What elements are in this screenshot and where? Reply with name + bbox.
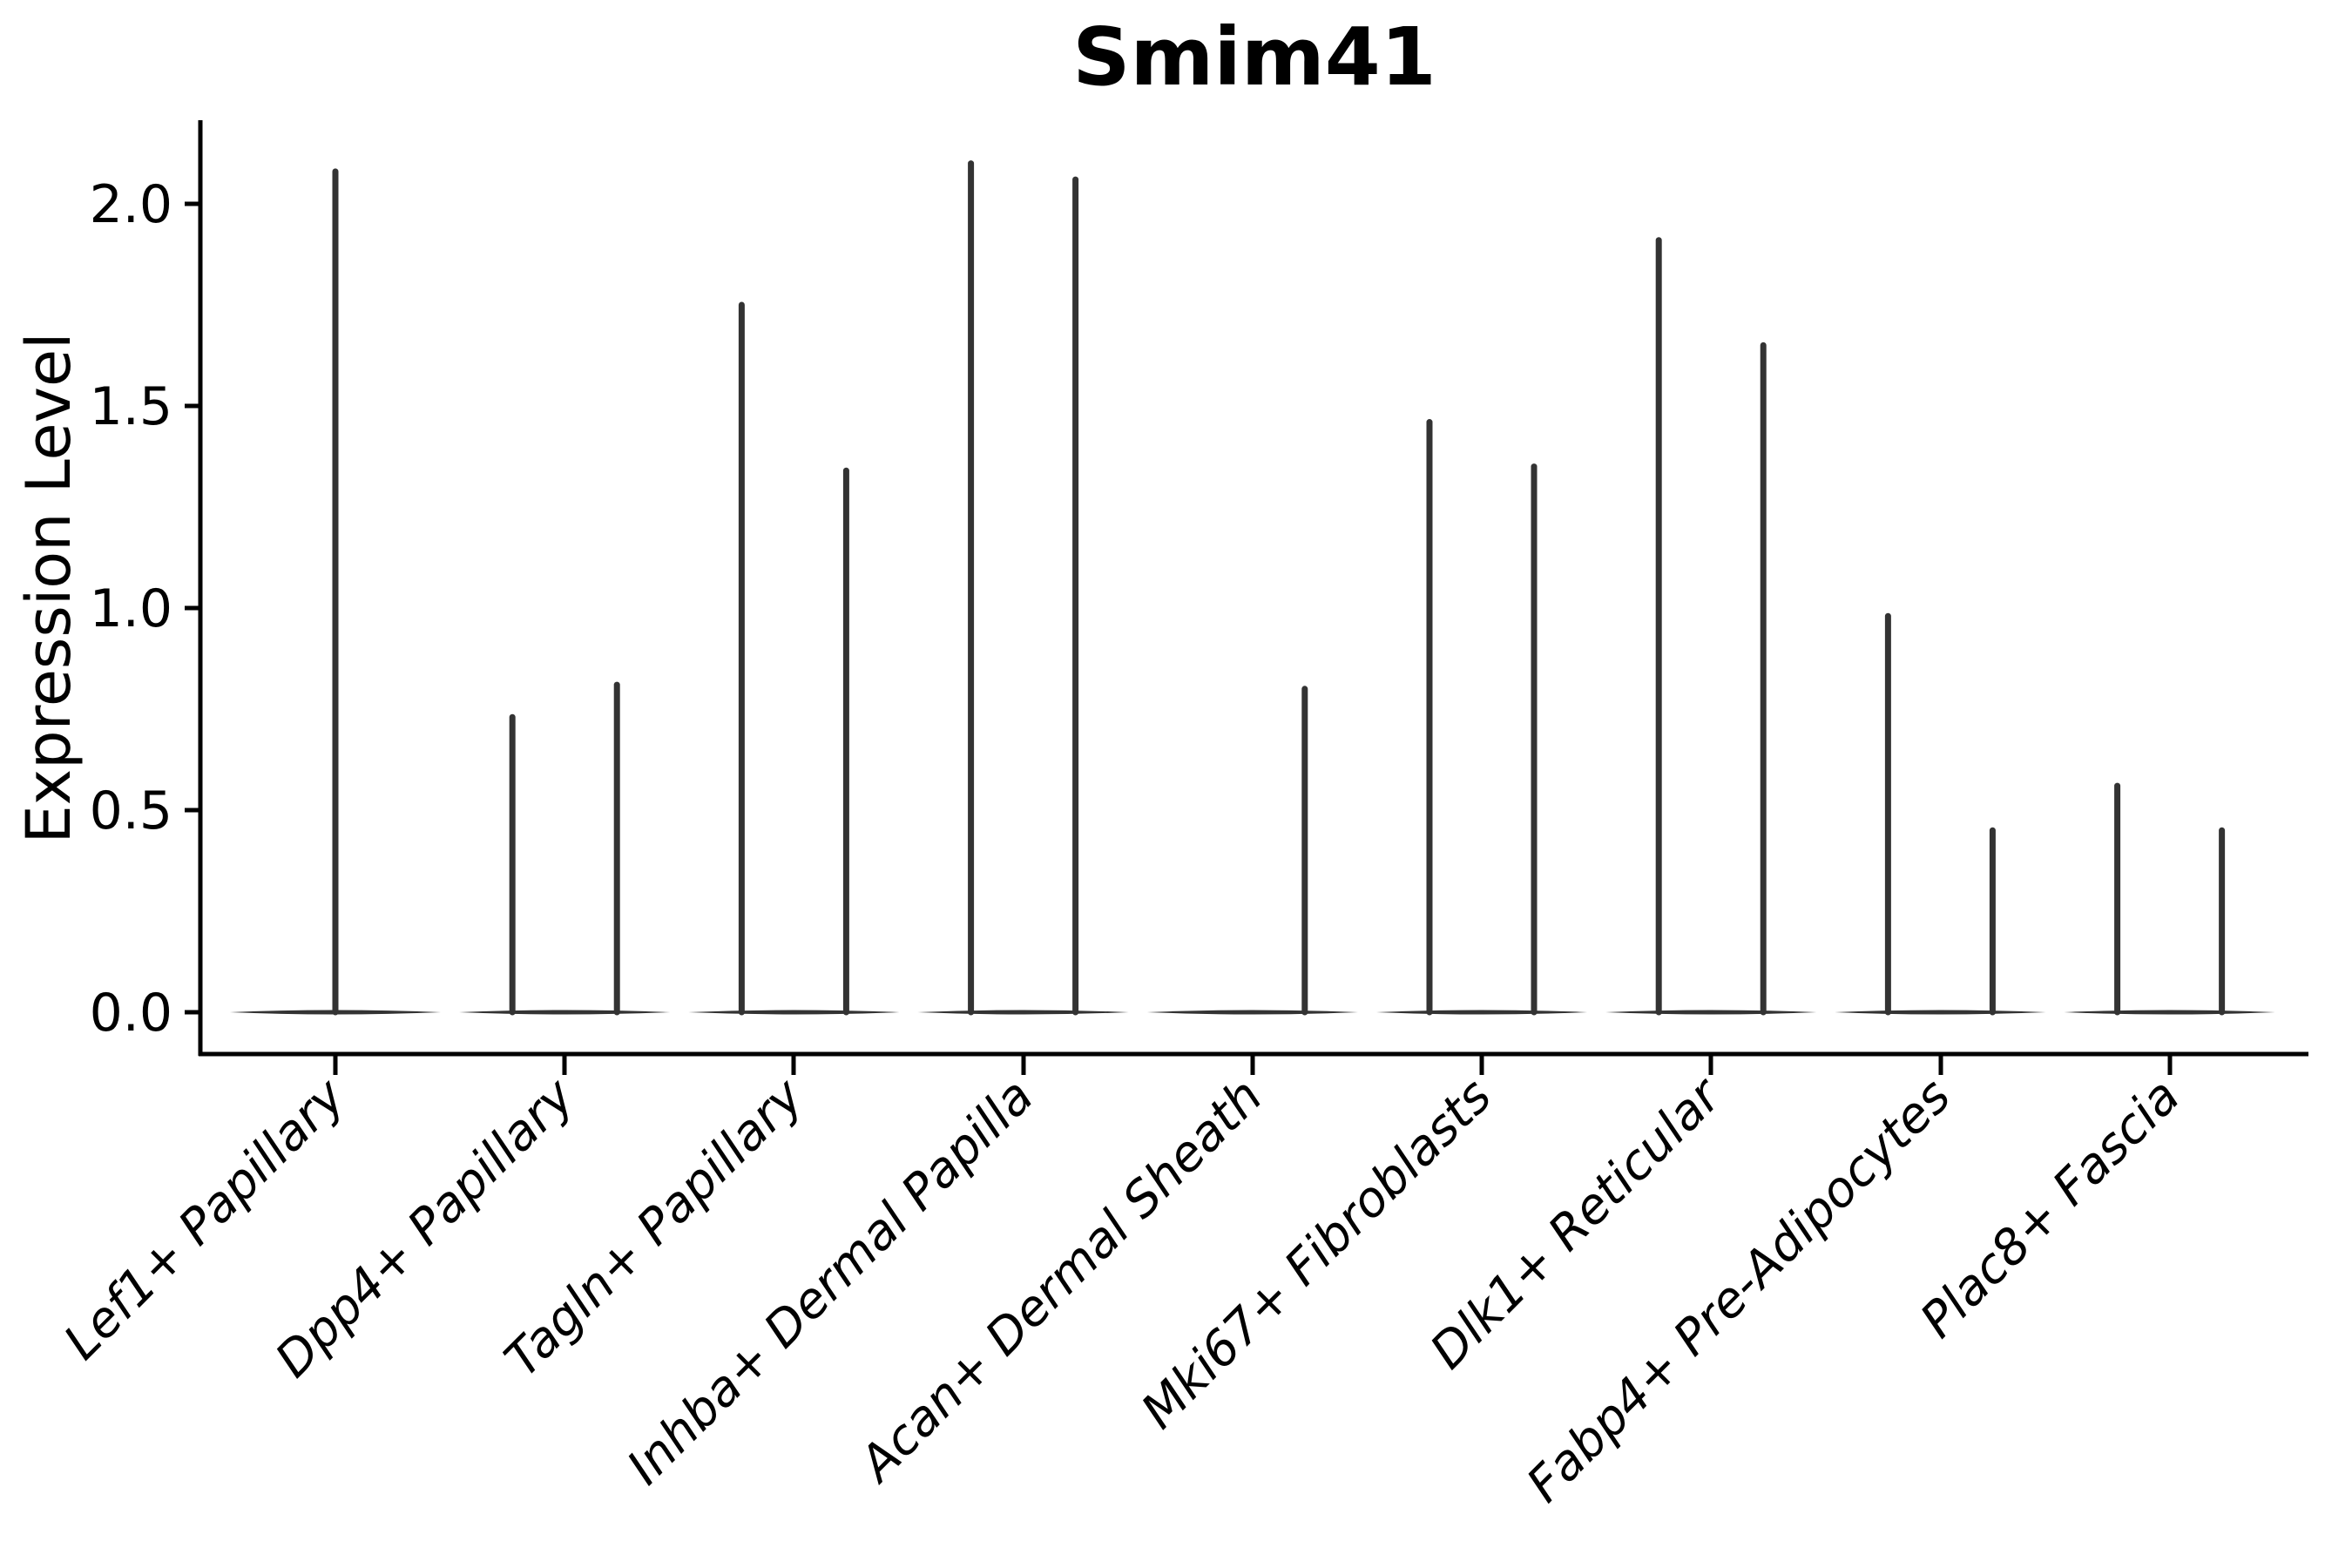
y-tick-label: 1.5 <box>90 376 172 437</box>
x-tick-label: Inhba+ Dermal Papilla <box>617 1068 1044 1496</box>
y-tick-label: 0.0 <box>90 983 172 1044</box>
violin-base <box>459 1010 671 1015</box>
violin-group <box>229 168 442 1016</box>
y-axis-tick-labels: 0.0 0.5 1.0 1.5 2.0 <box>90 174 172 1044</box>
x-axis-tick-labels: Lef1+ Papillary Dpp4+ Papillary Tagln+ P… <box>53 1066 2191 1513</box>
violin-group <box>2064 782 2275 1016</box>
violin-base <box>1375 1010 1588 1015</box>
violin-base <box>1605 1010 1817 1015</box>
y-tick-label: 0.5 <box>90 781 172 841</box>
x-axis-ticks <box>333 1054 2173 1075</box>
y-axis-ticks <box>185 201 200 1015</box>
x-tick-label: Acan+ Dermal Sheath <box>848 1068 1274 1494</box>
violin-group <box>459 681 671 1016</box>
violin-group <box>688 301 900 1016</box>
violin-base <box>1835 1010 2046 1015</box>
violin-group <box>1146 686 1358 1016</box>
violin-base <box>917 1010 1129 1015</box>
violins-layer <box>229 160 2275 1016</box>
violin-base <box>688 1010 900 1015</box>
y-tick-label: 2.0 <box>90 174 172 235</box>
violin-group <box>1605 237 1817 1016</box>
violin-group <box>917 160 1129 1016</box>
y-axis-label: Expression Level <box>13 332 84 843</box>
violin-base <box>2064 1010 2275 1015</box>
x-tick-label: Fabp4+ Pre-Adipocytes <box>1517 1068 1962 1513</box>
y-tick-label: 1.0 <box>90 578 172 639</box>
violin-group <box>1375 419 1588 1016</box>
violin-base <box>1146 1010 1358 1015</box>
plot-title: Smim41 <box>1072 10 1436 104</box>
violin-group <box>1835 612 2046 1016</box>
